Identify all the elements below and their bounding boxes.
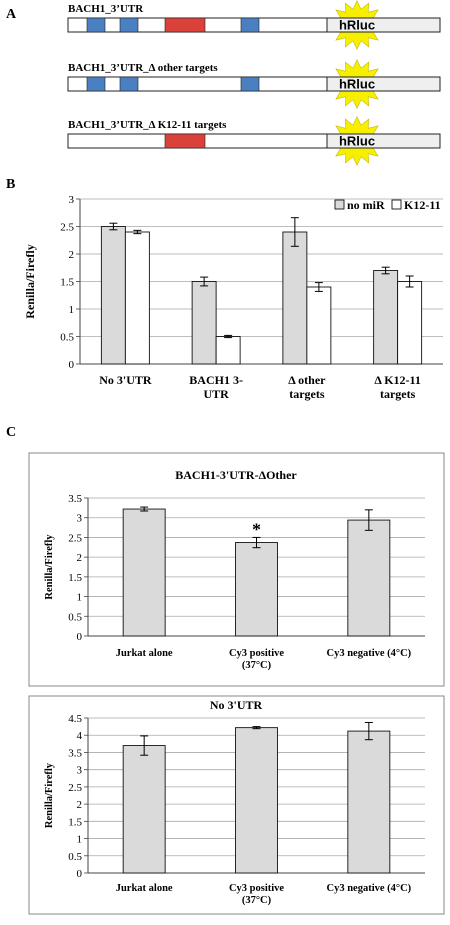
bar xyxy=(347,519,391,637)
y-tick-label: 4.5 xyxy=(68,713,82,725)
other-target-site xyxy=(119,17,139,33)
y-axis-label: Renilla/Firefly xyxy=(44,534,55,600)
chart-box-no-utr xyxy=(28,695,445,915)
y-tick-label: 3 xyxy=(77,513,83,525)
legend-swatch xyxy=(334,199,345,210)
y-tick-label: 1 xyxy=(77,592,83,604)
y-tick-label: 2.5 xyxy=(60,222,74,234)
reporter-label: hRluc xyxy=(339,134,375,149)
x-category-label: Cy3 positive (37°C) xyxy=(229,883,284,906)
chart-luciferase-constructs: 0 0.5 1 1.5 2 2.5 3 Renilla/Firefly No 3'UTR BACH… xyxy=(23,194,443,401)
bar xyxy=(282,231,308,365)
y-tick-label: 2 xyxy=(69,249,75,261)
construct-label: BACH1_3’UTR_Δ K12-11 targets xyxy=(68,119,227,131)
y-tick-label: 0 xyxy=(69,359,75,371)
chart-no-utr: No 3'UTR 0 0.5 1 1.5 2 2.5 3 3.5 4 4.5 Renilla/Fire… xyxy=(44,698,425,906)
bar xyxy=(373,270,399,365)
legend-swatch xyxy=(391,199,402,210)
construct-diagrams: BACH1_3’UTR hRluc BACH1_3’UTR_Δ other targ… xyxy=(67,0,441,167)
k12-11-target-site xyxy=(164,133,206,149)
y-axis-label: Renilla/Firefly xyxy=(44,762,55,828)
construct-label: BACH1_3’UTR_Δ other targets xyxy=(68,62,218,74)
reporter-label: hRluc xyxy=(339,18,375,33)
significance-marker: * xyxy=(252,519,261,539)
y-tick-label: 2.5 xyxy=(68,782,82,794)
chart-box-delta-other xyxy=(28,452,445,687)
reporter-box xyxy=(326,133,441,149)
y-tick-label: 3 xyxy=(77,765,83,777)
bar xyxy=(215,336,241,365)
other-target-site xyxy=(240,76,260,92)
construct-label: BACH1_3’UTR xyxy=(68,3,144,15)
bar xyxy=(124,231,150,365)
y-tick-label: 1.5 xyxy=(68,816,82,828)
y-tick-label: 2.5 xyxy=(68,532,82,544)
k12-11-target-site xyxy=(164,17,206,33)
legend-label: K12-11 xyxy=(404,198,441,212)
reporter-box xyxy=(326,76,441,92)
bar xyxy=(122,508,166,637)
bar xyxy=(122,745,166,874)
x-category-label: Jurkat alone xyxy=(116,648,173,659)
y-tick-label: 0 xyxy=(77,631,83,643)
y-tick-label: 2 xyxy=(77,552,83,564)
y-tick-label: 3.5 xyxy=(68,747,82,759)
other-target-site xyxy=(86,76,106,92)
x-category-label: Cy3 negative (4°C) xyxy=(326,883,411,894)
other-target-site xyxy=(240,17,260,33)
panel-letter-b: B xyxy=(6,177,15,192)
x-category-label: Jurkat alone xyxy=(116,883,173,894)
legend-label: no miR xyxy=(347,198,385,212)
y-tick-label: 1.5 xyxy=(68,572,82,584)
y-tick-label: 0 xyxy=(77,868,83,880)
x-category-label: Cy3 positive (37°C) xyxy=(229,648,284,671)
y-tick-label: 0.5 xyxy=(68,851,82,863)
reporter-box xyxy=(326,17,441,33)
chart-title: No 3'UTR xyxy=(210,698,263,712)
y-tick-label: 0.5 xyxy=(68,611,82,623)
panel-letter-a: A xyxy=(6,7,17,22)
reporter-label: hRluc xyxy=(339,77,375,92)
y-tick-label: 1 xyxy=(77,834,83,846)
bar xyxy=(191,281,217,365)
x-category-label: BACH1 3-UTR xyxy=(189,373,243,401)
y-tick-label: 1.5 xyxy=(60,277,74,289)
bar xyxy=(235,542,278,637)
bar xyxy=(347,730,391,874)
x-category-label: Cy3 negative (4°C) xyxy=(326,648,411,659)
other-target-site xyxy=(119,76,139,92)
x-category-label: No 3'UTR xyxy=(99,373,152,387)
bar xyxy=(235,727,278,874)
bar xyxy=(100,226,126,365)
x-category-label: Δ K12-11 targets xyxy=(374,373,421,401)
y-tick-label: 3.5 xyxy=(68,493,82,505)
y-tick-label: 1 xyxy=(69,304,75,316)
other-target-site xyxy=(86,17,106,33)
chart-delta-other: BACH1-3'UTR-ΔOther 0 0.5 1 1.5 2 2.5 3 3.5 Renill… xyxy=(44,468,425,671)
y-axis-label: Renilla/Firefly xyxy=(23,244,37,318)
bar xyxy=(397,281,423,365)
bar xyxy=(306,286,332,365)
chart-title: BACH1-3'UTR-ΔOther xyxy=(175,468,297,482)
y-tick-label: 3 xyxy=(69,194,75,206)
x-category-label: Δ other targets xyxy=(288,373,326,401)
y-tick-label: 0.5 xyxy=(60,332,74,344)
y-tick-label: 2 xyxy=(77,799,83,811)
y-tick-label: 4 xyxy=(77,730,83,742)
panel-letter-c: C xyxy=(6,425,16,440)
